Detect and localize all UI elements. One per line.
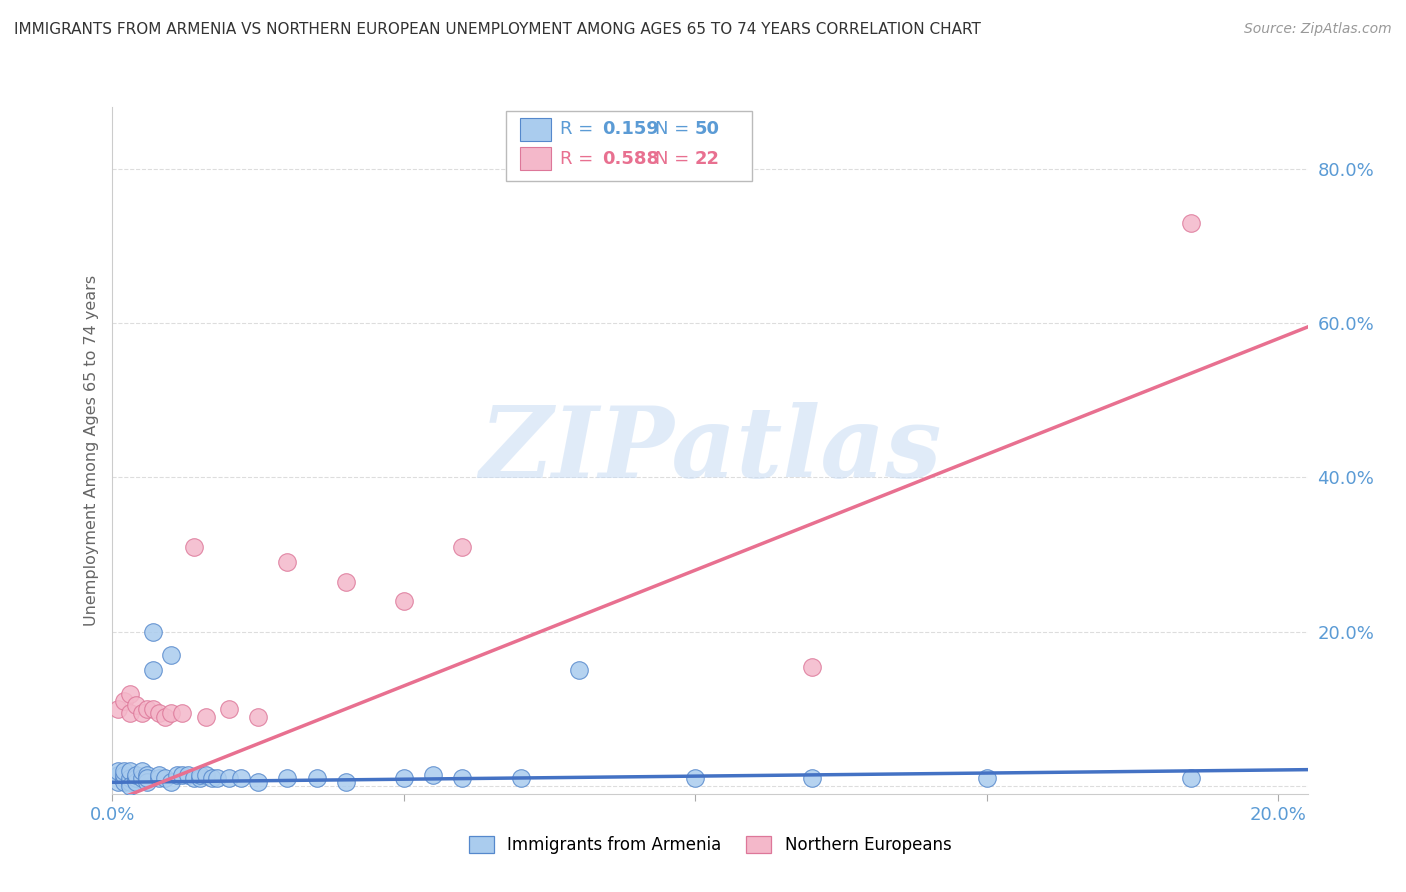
Point — [801, 772, 824, 786]
Point — [112, 764, 135, 778]
Text: 22: 22 — [695, 150, 720, 168]
Point — [148, 772, 170, 786]
Point — [172, 767, 194, 781]
Point — [112, 694, 135, 708]
Point — [107, 767, 129, 781]
Point — [451, 772, 474, 786]
Text: N =: N = — [655, 120, 695, 138]
Point — [125, 775, 148, 789]
Point — [112, 775, 135, 789]
Point — [183, 540, 205, 554]
Text: R =: R = — [560, 120, 599, 138]
Legend: Immigrants from Armenia, Northern Europeans: Immigrants from Armenia, Northern Europe… — [463, 830, 957, 861]
Point — [131, 706, 153, 720]
Point — [148, 767, 170, 781]
Point — [159, 775, 181, 789]
Point — [136, 775, 159, 789]
Point — [685, 772, 707, 786]
Y-axis label: Unemployment Among Ages 65 to 74 years: Unemployment Among Ages 65 to 74 years — [83, 275, 98, 626]
Point — [229, 772, 252, 786]
Point — [118, 687, 141, 701]
Text: Source: ZipAtlas.com: Source: ZipAtlas.com — [1244, 22, 1392, 37]
Point — [247, 709, 270, 723]
Point — [136, 767, 159, 781]
Point — [153, 772, 176, 786]
Point — [172, 706, 194, 720]
Point — [335, 574, 357, 589]
Point — [142, 624, 165, 639]
Text: 0.588: 0.588 — [602, 150, 659, 168]
Point — [451, 540, 474, 554]
Point — [976, 772, 998, 786]
Point — [112, 767, 135, 781]
Point — [392, 772, 415, 786]
Text: IMMIGRANTS FROM ARMENIA VS NORTHERN EUROPEAN UNEMPLOYMENT AMONG AGES 65 TO 74 YE: IMMIGRANTS FROM ARMENIA VS NORTHERN EURO… — [14, 22, 981, 37]
Point — [183, 772, 205, 786]
Point — [142, 664, 165, 678]
Point — [207, 772, 229, 786]
Point — [118, 772, 141, 786]
Point — [422, 767, 444, 781]
Text: R =: R = — [560, 150, 599, 168]
Point — [276, 772, 298, 786]
Point — [188, 767, 211, 781]
Point — [568, 664, 591, 678]
Point — [148, 706, 170, 720]
Point — [218, 702, 240, 716]
Point — [142, 702, 165, 716]
Text: 50: 50 — [695, 120, 720, 138]
Point — [107, 702, 129, 716]
Point — [1180, 772, 1202, 786]
Point — [276, 555, 298, 569]
Point — [118, 764, 141, 778]
Point — [194, 767, 217, 781]
Point — [118, 706, 141, 720]
Point — [1180, 216, 1202, 230]
Point — [392, 594, 415, 608]
Point — [247, 775, 270, 789]
Point — [218, 772, 240, 786]
Point — [335, 775, 357, 789]
Point — [194, 709, 217, 723]
Point — [200, 772, 222, 786]
Point — [107, 764, 129, 778]
Point — [118, 779, 141, 793]
Point — [112, 772, 135, 786]
Point — [125, 767, 148, 781]
Point — [131, 772, 153, 786]
Point — [177, 767, 200, 781]
Point — [305, 772, 328, 786]
Point — [159, 706, 181, 720]
Point — [118, 775, 141, 789]
Point — [136, 772, 159, 786]
Point — [153, 709, 176, 723]
Point — [159, 648, 181, 662]
Point — [131, 764, 153, 778]
Text: ZIPatlas: ZIPatlas — [479, 402, 941, 499]
Point — [188, 772, 211, 786]
Point — [125, 698, 148, 713]
Point — [509, 772, 531, 786]
Point — [136, 702, 159, 716]
Text: N =: N = — [655, 150, 695, 168]
Point — [125, 772, 148, 786]
Point — [166, 767, 188, 781]
Point — [801, 659, 824, 673]
Text: 0.159: 0.159 — [602, 120, 658, 138]
Point — [107, 775, 129, 789]
